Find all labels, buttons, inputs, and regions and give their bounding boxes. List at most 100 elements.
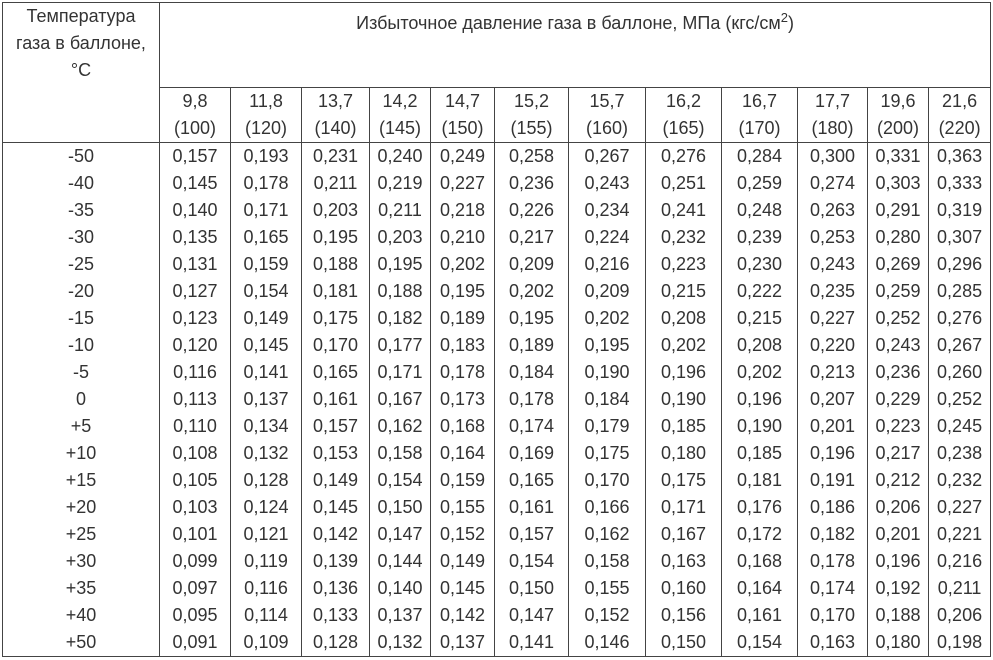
- value-cell: 0,119: [230, 548, 302, 575]
- value-cell: 0,121: [230, 521, 302, 548]
- value-cell: 0,169: [494, 440, 569, 467]
- value-cell: 0,101: [159, 521, 231, 548]
- value-cell: 0,296: [927, 251, 992, 278]
- value-cell: 0,243: [867, 332, 929, 359]
- temperature-cell: +50: [2, 629, 160, 657]
- value-cell: 0,127: [159, 278, 231, 305]
- value-cell: 0,276: [645, 142, 722, 170]
- value-cell: 0,188: [301, 251, 370, 278]
- value-cell: 0,229: [867, 386, 929, 413]
- temperature-cell: +20: [2, 494, 160, 521]
- value-cell: 0,140: [159, 197, 231, 224]
- column-header: 13,7 (140): [301, 87, 370, 143]
- value-cell: 0,307: [927, 224, 992, 251]
- value-cell: 0,211: [927, 575, 992, 602]
- value-cell: 0,284: [721, 142, 798, 170]
- table-head: Температура газа в баллоне, °С Избыточное…: [2, 2, 992, 143]
- data-row: 0 0,113 0,137 0,161 0,167 0,173 0,178 0,184 0,19…: [2, 386, 992, 413]
- pressure-kgf: (165): [662, 118, 705, 138]
- value-cell: 0,217: [867, 440, 929, 467]
- value-cell: 0,193: [230, 142, 302, 170]
- value-cell: 0,206: [867, 494, 929, 521]
- value-cell: 0,210: [430, 224, 495, 251]
- value-cell: 0,132: [369, 629, 431, 657]
- temperature-cell: 0: [2, 386, 160, 413]
- value-cell: 0,131: [159, 251, 231, 278]
- value-cell: 0,196: [867, 548, 929, 575]
- pressure-kgf: (160): [585, 118, 629, 138]
- pressure-kgf: (140): [314, 118, 357, 138]
- value-cell: 0,167: [369, 386, 431, 413]
- value-cell: 0,252: [927, 386, 992, 413]
- value-cell: 0,180: [867, 629, 929, 657]
- data-row: -40 0,145 0,178 0,211 0,219 0,227 0,236 0,243 0,…: [2, 170, 992, 197]
- value-cell: 0,165: [230, 224, 302, 251]
- value-cell: 0,227: [927, 494, 992, 521]
- value-cell: 0,219: [369, 170, 431, 197]
- value-cell: 0,203: [369, 224, 431, 251]
- pressure-mpa: 14,2: [382, 91, 418, 111]
- value-cell: 0,196: [721, 386, 798, 413]
- value-cell: 0,224: [568, 224, 646, 251]
- value-cell: 0,196: [645, 359, 722, 386]
- value-cell: 0,177: [369, 332, 431, 359]
- value-cell: 0,259: [867, 278, 929, 305]
- value-cell: 0,239: [721, 224, 798, 251]
- value-cell: 0,137: [369, 602, 431, 629]
- value-cell: 0,167: [645, 521, 722, 548]
- column-header: 17,7 (180): [797, 87, 868, 143]
- value-cell: 0,137: [430, 629, 495, 657]
- value-cell: 0,133: [301, 602, 370, 629]
- value-cell: 0,120: [159, 332, 231, 359]
- temperature-cell: -25: [2, 251, 160, 278]
- temperature-cell: +35: [2, 575, 160, 602]
- title-text: Избыточное давление газа в баллоне, МПа …: [356, 13, 781, 33]
- value-cell: 0,189: [494, 332, 569, 359]
- value-cell: 0,276: [927, 305, 992, 332]
- value-cell: 0,212: [867, 467, 929, 494]
- value-cell: 0,139: [301, 548, 370, 575]
- value-cell: 0,211: [369, 197, 431, 224]
- value-cell: 0,253: [797, 224, 868, 251]
- value-cell: 0,235: [797, 278, 868, 305]
- value-cell: 0,234: [568, 197, 646, 224]
- value-cell: 0,236: [494, 170, 569, 197]
- value-cell: 0,147: [369, 521, 431, 548]
- value-cell: 0,191: [797, 467, 868, 494]
- column-header: 15,7 (160): [568, 87, 646, 143]
- value-cell: 0,190: [645, 386, 722, 413]
- value-cell: 0,184: [568, 386, 646, 413]
- value-cell: 0,145: [430, 575, 495, 602]
- column-header-row: 9,8 (100) 11,8 (120) 13,7 (140) 14,2 (145) 14,7 (…: [3, 87, 992, 143]
- temperature-cell: +30: [2, 548, 160, 575]
- value-cell: 0,175: [645, 467, 722, 494]
- value-cell: 0,147: [494, 602, 569, 629]
- value-cell: 0,209: [494, 251, 569, 278]
- pressure-mpa: 15,7: [589, 91, 625, 111]
- value-cell: 0,161: [721, 602, 798, 629]
- column-header: 11,8 (120): [230, 87, 302, 143]
- value-cell: 0,231: [301, 142, 370, 170]
- value-cell: 0,149: [430, 548, 495, 575]
- value-cell: 0,259: [721, 170, 798, 197]
- value-cell: 0,215: [645, 278, 722, 305]
- value-cell: 0,150: [369, 494, 431, 521]
- value-cell: 0,221: [927, 521, 992, 548]
- temperature-cell: +15: [2, 467, 160, 494]
- value-cell: 0,267: [568, 142, 646, 170]
- value-cell: 0,159: [430, 467, 495, 494]
- value-cell: 0,333: [927, 170, 992, 197]
- value-cell: 0,267: [927, 332, 992, 359]
- value-cell: 0,243: [568, 170, 646, 197]
- data-row: -30 0,135 0,165 0,195 0,203 0,210 0,217 0,224 0,…: [2, 224, 992, 251]
- temperature-cell: -5: [2, 359, 160, 386]
- value-cell: 0,208: [645, 305, 722, 332]
- data-row: -50 0,157 0,193 0,231 0,240 0,249 0,258 0,267 0,…: [2, 142, 992, 170]
- value-cell: 0,207: [797, 386, 868, 413]
- value-cell: 0,123: [159, 305, 231, 332]
- value-cell: 0,156: [645, 602, 722, 629]
- value-cell: 0,170: [301, 332, 370, 359]
- value-cell: 0,213: [797, 359, 868, 386]
- value-cell: 0,223: [867, 413, 929, 440]
